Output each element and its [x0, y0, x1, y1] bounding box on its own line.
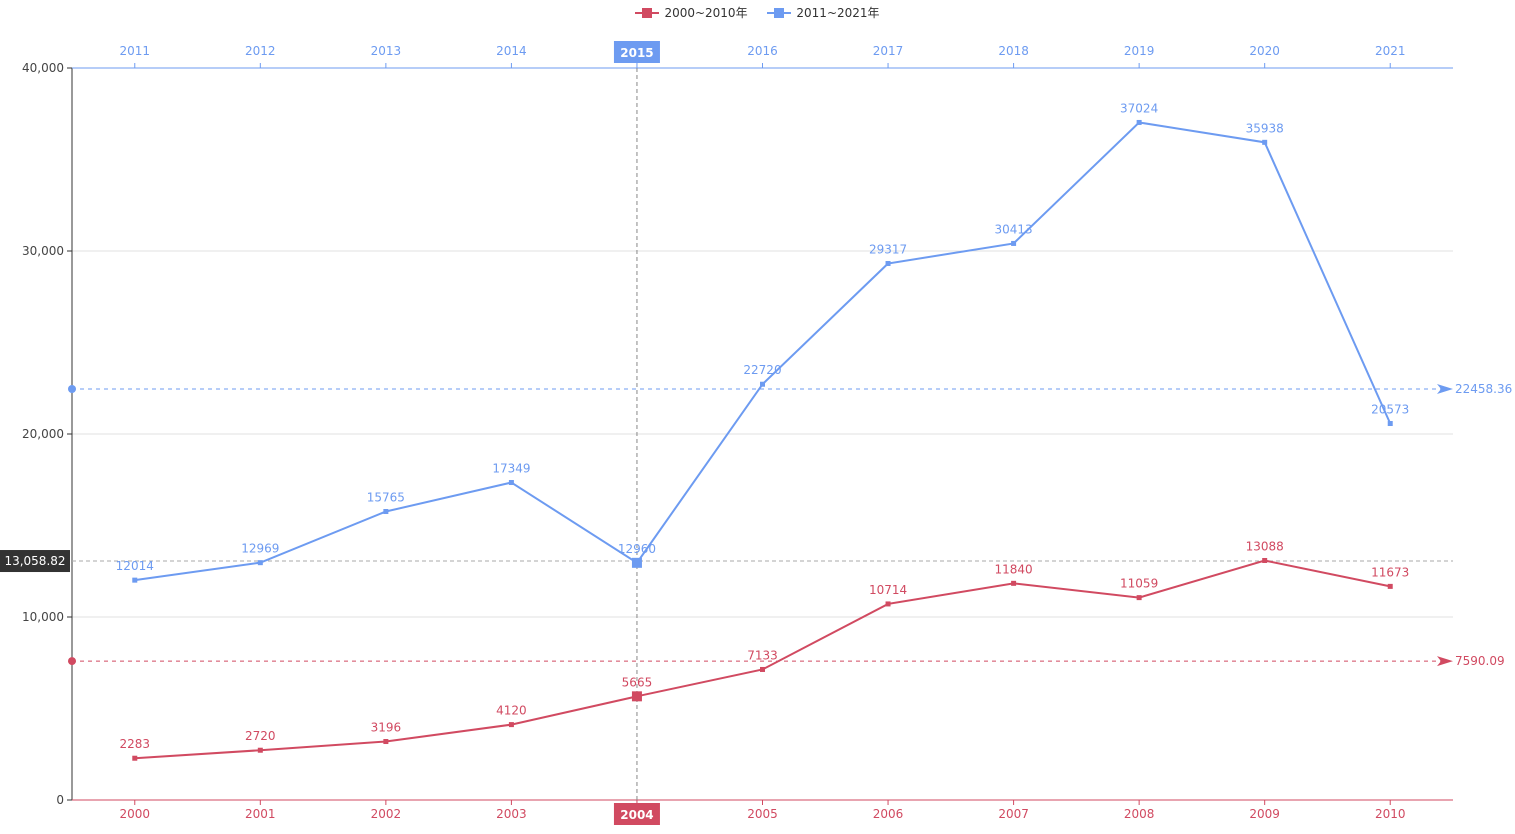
- x-top-tick-label: 2018: [998, 44, 1029, 58]
- data-label: 29317: [869, 242, 907, 256]
- data-label: 13088: [1246, 539, 1284, 553]
- data-label: 12014: [116, 559, 154, 573]
- legend-label: 2011~2021年: [796, 6, 880, 20]
- data-point: [1011, 240, 1017, 246]
- legend-label: 2000~2010年: [664, 6, 748, 20]
- data-point: [1387, 583, 1393, 589]
- data-label: 4120: [496, 704, 527, 718]
- data-label: 20573: [1371, 403, 1409, 417]
- legend-blue-square-icon: [767, 6, 792, 20]
- data-label: 37024: [1120, 101, 1158, 115]
- average-start-dot: [68, 385, 76, 394]
- legend: 2000~2010年 2011~2021年: [0, 4, 1515, 23]
- crosshair-x-bottom-label: 2004: [620, 808, 653, 822]
- data-label: 15765: [367, 491, 405, 505]
- x-bottom-tick-label: 2010: [1375, 807, 1406, 821]
- data-label: 5665: [622, 675, 653, 689]
- data-point: [1136, 119, 1142, 125]
- data-label: 12960: [618, 542, 656, 556]
- data-point: [760, 666, 765, 672]
- legend-item-2011-2021[interactable]: 2011~2021年: [767, 4, 880, 21]
- x-top-tick-label: 2021: [1375, 44, 1406, 58]
- x-top-tick-label: 2011: [119, 44, 150, 58]
- crosshair-x-top-label: 2015: [620, 46, 653, 60]
- data-point: [383, 739, 389, 745]
- x-bottom-tick-label: 2005: [747, 807, 778, 821]
- average-label: 7590.09: [1455, 654, 1505, 668]
- data-point: [1011, 580, 1017, 586]
- average-start-dot: [68, 657, 76, 666]
- data-point: [885, 260, 891, 266]
- data-point: [760, 381, 765, 387]
- data-label: 17349: [492, 462, 530, 476]
- average-label: 22458.36: [1455, 382, 1512, 396]
- x-bottom-tick-label: 2002: [371, 807, 402, 821]
- data-label: 22720: [743, 363, 781, 377]
- data-label: 3196: [371, 721, 402, 735]
- x-top-tick-label: 2012: [245, 44, 276, 58]
- highlighted-point: [631, 691, 642, 702]
- average-arrow-icon: [1437, 384, 1453, 395]
- data-point: [1262, 557, 1268, 563]
- data-point: [508, 722, 514, 728]
- data-label: 2283: [119, 737, 150, 751]
- x-top-tick-label: 2016: [747, 44, 778, 58]
- x-bottom-tick-label: 2009: [1249, 807, 1280, 821]
- crosshair-y-badge: [0, 550, 70, 573]
- data-point: [1387, 421, 1393, 427]
- data-label: 35938: [1246, 121, 1284, 135]
- data-point: [383, 509, 389, 515]
- x-bottom-tick-label: 2000: [119, 807, 150, 821]
- y-tick-label: 20,000: [22, 427, 64, 441]
- x-bottom-tick-label: 2003: [496, 807, 527, 821]
- legend-red-square-icon: [635, 6, 660, 20]
- crosshair-x-top-badge: [613, 41, 660, 63]
- average-arrow-icon: [1437, 656, 1453, 667]
- data-label: 2720: [245, 729, 276, 743]
- x-bottom-tick-label: 2008: [1124, 807, 1155, 821]
- x-top-tick-label: 2020: [1249, 44, 1280, 58]
- data-label: 11059: [1120, 577, 1158, 591]
- data-point: [132, 577, 138, 583]
- data-point: [257, 560, 263, 566]
- x-top-tick-label: 2013: [371, 44, 402, 58]
- data-point: [1262, 139, 1268, 145]
- x-top-tick-label: 2017: [873, 44, 904, 58]
- data-point: [1136, 595, 1142, 601]
- y-tick-label: 0: [56, 793, 64, 807]
- series-line: [134, 121, 1392, 582]
- data-label: 30413: [994, 222, 1032, 236]
- legend-item-2000-2010[interactable]: 2000~2010年: [635, 4, 748, 21]
- data-label: 10714: [869, 583, 907, 597]
- y-tick-label: 30,000: [22, 244, 64, 258]
- data-label: 7133: [747, 648, 778, 662]
- x-bottom-tick-label: 2007: [998, 807, 1029, 821]
- data-point: [508, 480, 514, 486]
- y-tick-label: 40,000: [22, 61, 64, 75]
- x-bottom-tick-label: 2001: [245, 807, 276, 821]
- data-point: [132, 755, 138, 761]
- crosshair-y-label: 13,058.82: [4, 554, 65, 568]
- x-top-tick-label: 2014: [496, 44, 527, 58]
- highlighted-point: [631, 557, 642, 568]
- x-top-tick-label: 2019: [1124, 44, 1155, 58]
- x-bottom-tick-label: 2006: [873, 807, 904, 821]
- data-label: 12969: [241, 542, 279, 556]
- data-point: [885, 601, 891, 607]
- data-label: 11673: [1371, 565, 1409, 579]
- y-tick-label: 10,000: [22, 610, 64, 624]
- data-label: 11840: [994, 562, 1032, 576]
- data-point: [257, 747, 263, 753]
- crosshair-x-bottom-badge: [613, 803, 660, 825]
